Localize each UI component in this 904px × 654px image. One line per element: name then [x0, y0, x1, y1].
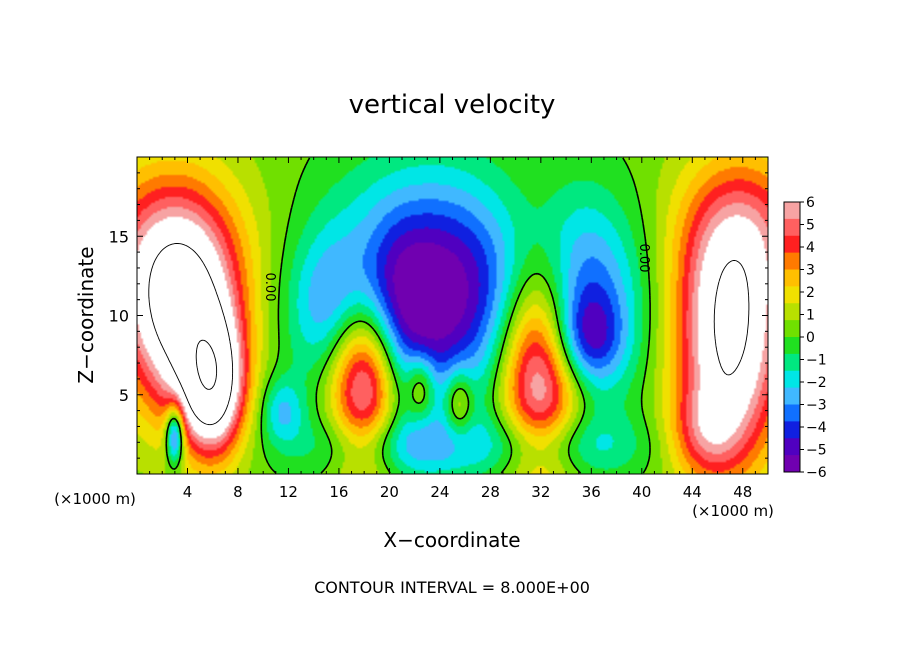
- colorbar-swatch: [784, 455, 800, 473]
- colorbar-swatch: [784, 320, 800, 338]
- x-tick-label: 8: [233, 483, 243, 501]
- colorbar-tick-label: 3: [806, 263, 815, 279]
- colorbar-swatch: [784, 404, 800, 422]
- colorbar-tick-label: 5: [806, 218, 815, 234]
- colorbar-tick-label: 1: [806, 308, 815, 324]
- colorbar-tick-label: 2: [806, 285, 815, 301]
- x-tick-label: 4: [183, 483, 193, 501]
- colorbar-swatch: [784, 387, 800, 405]
- colorbar: 6 5 4 3 2 1 0 −1 −2 −3 −4 −5 −6: [783, 195, 827, 481]
- x-unit-left: (×1000 m): [54, 490, 136, 508]
- colorbar-tick-label: −4: [806, 420, 827, 436]
- chart-title: vertical velocity: [349, 90, 556, 120]
- x-unit-right: (×1000 m): [692, 502, 774, 520]
- contour-layer: [148, 157, 750, 474]
- colorbar-tick-label: 4: [806, 240, 815, 256]
- x-tick-label: 20: [380, 483, 399, 501]
- colorbar-tick-label: −5: [806, 443, 827, 459]
- colorbar-tick-label: −2: [806, 375, 827, 391]
- colorbar-swatch: [784, 252, 800, 270]
- x-tick-label: 44: [683, 483, 702, 501]
- colorbar-tick-label: 0: [806, 330, 815, 346]
- x-axis: 4 8 12 16 20 24 28 32 36 40 44 48: [149, 157, 756, 501]
- colorbar-swatch: [784, 303, 800, 321]
- x-tick-label: 28: [481, 483, 500, 501]
- x-tick-label: 40: [632, 483, 651, 501]
- x-tick-label: 16: [329, 483, 348, 501]
- colorbar-swatch: [784, 269, 800, 287]
- colorbar-swatch: [784, 370, 800, 389]
- x-tick-label: 24: [430, 483, 449, 501]
- colorbar-swatch: [784, 218, 800, 237]
- contour-line: [195, 339, 218, 390]
- contour-line: [165, 157, 651, 474]
- colorbar-swatch: [784, 202, 800, 220]
- x-tick-label: 36: [582, 483, 601, 501]
- contour-line: [148, 243, 750, 426]
- y-tick-label: 5: [119, 386, 129, 405]
- colorbar-tick-label: −1: [806, 353, 827, 369]
- velocity-field: [137, 157, 768, 474]
- colorbar-tick-label: −3: [806, 398, 827, 414]
- y-tick-label: 15: [109, 227, 129, 246]
- colorbar-swatch: [784, 235, 800, 254]
- x-tick-label: 48: [733, 483, 752, 501]
- colorbar-tick-label: −6: [806, 465, 827, 481]
- x-tick-label: 32: [531, 483, 550, 501]
- colorbar-swatch: [784, 421, 800, 439]
- contour-label-right: 0.00: [636, 244, 651, 273]
- y-axis-label: Z−coordinate: [74, 246, 98, 383]
- colorbar-swatch: [784, 286, 800, 304]
- x-tick-label: 12: [279, 483, 298, 501]
- colorbar-tick-label: 6: [806, 195, 815, 211]
- y-tick-label: 10: [109, 307, 129, 326]
- colorbar-swatch: [784, 438, 800, 456]
- x-axis-label: X−coordinate: [383, 528, 520, 552]
- colorbar-swatch: [784, 337, 800, 355]
- colorbar-swatch: [784, 353, 800, 372]
- y-axis: 5 10 15: [109, 172, 768, 459]
- field-layer: [137, 157, 768, 474]
- contour-interval-note: CONTOUR INTERVAL = 8.000E+00: [314, 578, 590, 597]
- contour-label-left: 0.00: [262, 273, 277, 302]
